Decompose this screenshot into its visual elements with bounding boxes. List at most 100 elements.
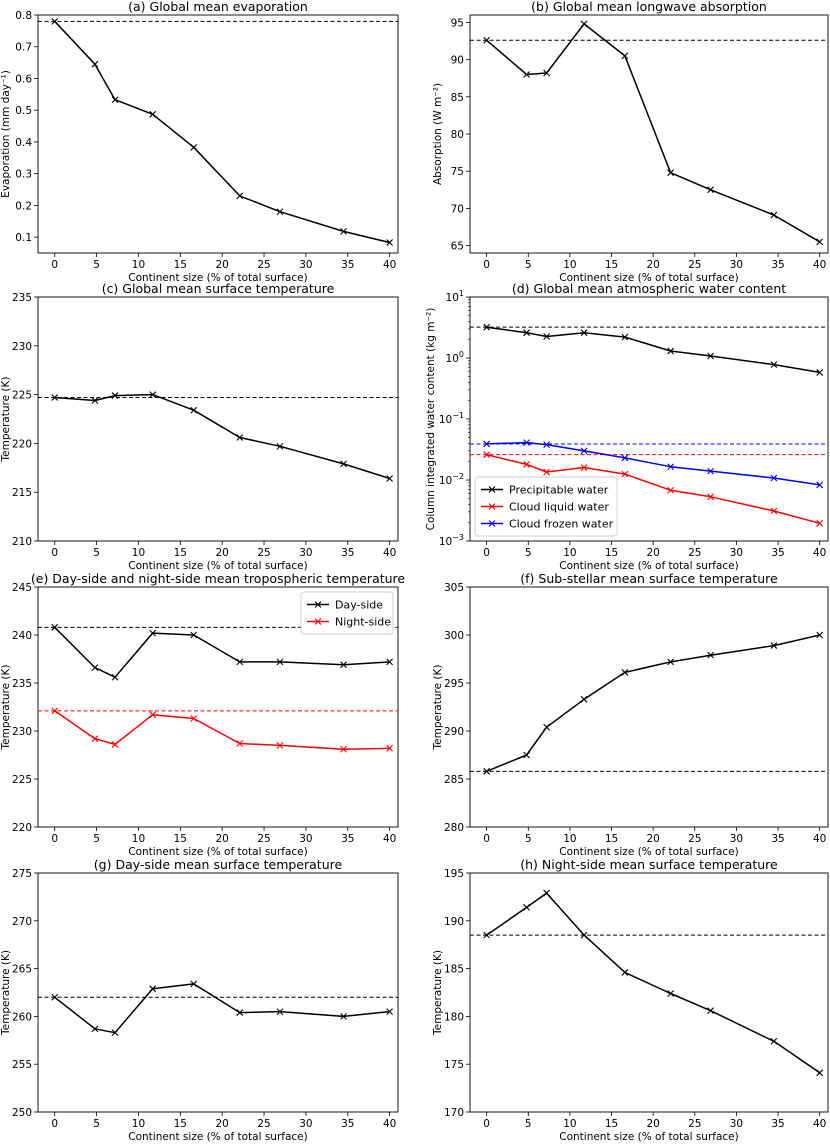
y-tick-label: 285: [444, 774, 464, 786]
data-point-marker: [111, 673, 119, 681]
data-point-marker: [236, 740, 244, 747]
series-line: [486, 892, 821, 1074]
data-point-marker: [111, 392, 119, 399]
x-tick-label: 0: [51, 547, 58, 559]
y-tick-label: 270: [12, 916, 32, 928]
x-tick-label: 15: [174, 547, 187, 559]
x-tick-label: 20: [646, 1118, 659, 1130]
data-point-marker: [483, 36, 491, 44]
data-point-marker: [770, 1037, 778, 1045]
x-tick-label: 10: [132, 547, 145, 559]
data-point-marker: [621, 669, 629, 676]
x-tick-label: 40: [383, 547, 396, 559]
data-point-marker: [340, 1013, 347, 1020]
x-tick-label: 0: [51, 833, 58, 845]
x-tick-label: 40: [383, 833, 396, 845]
x-tick-label: 15: [605, 547, 618, 559]
panel-f: 0 5 10 15 20 25 30 35 40 280 285 290 295 300 305 (f) Su…: [432, 571, 829, 858]
plot-frame: [37, 586, 399, 828]
x-tick-label: 10: [132, 833, 145, 845]
x-tick-label: 10: [563, 547, 576, 559]
data-point-marker: [149, 629, 157, 637]
y-tick-label: 305: [444, 582, 464, 594]
data-point-marker: [51, 623, 59, 631]
data-point-marker: [276, 658, 284, 666]
plot-frame: [469, 586, 829, 828]
legend-marker: [314, 618, 322, 625]
data-point-marker: [621, 454, 629, 462]
data-point-marker: [236, 1009, 244, 1016]
y-tick-label: 0.3: [15, 169, 32, 181]
data-point-marker: [149, 985, 157, 993]
series-line: [54, 710, 390, 750]
y-tick-label: 0.2: [15, 200, 32, 212]
data-point-marker: [621, 470, 629, 478]
data-point-marker: [149, 711, 157, 719]
data-point-marker: [483, 767, 491, 775]
y-tick-label: 95: [451, 17, 464, 29]
data-point-marker: [667, 990, 675, 997]
x-axis-label: Continent size (% of total surface): [559, 560, 738, 572]
data-point-marker: [51, 993, 59, 1001]
data-point-marker: [386, 744, 394, 752]
x-tick-label: 20: [215, 833, 228, 845]
x-tick-label: 20: [215, 1118, 228, 1130]
legend: Day-side Night-side: [300, 591, 394, 635]
data-point-marker: [483, 451, 491, 459]
data-point-marker: [580, 20, 588, 28]
x-axis-label: Continent size (% of total surface): [559, 1131, 738, 1143]
data-point-marker: [91, 60, 99, 68]
panel-g: 0 5 10 15 20 25 30 35 40 250 255 260 265 270 275 (g) Da…: [0, 857, 399, 1143]
legend-marker: [488, 503, 496, 510]
y-tick-label: 190: [444, 916, 464, 928]
legend: Precipitable water Cloud liquid water Clou…: [474, 476, 618, 537]
y-tick-label: 0.6: [15, 73, 32, 85]
x-tick-label: 5: [525, 1118, 532, 1130]
data-point-marker: [111, 96, 119, 104]
x-tick-label: 0: [483, 259, 490, 271]
x-tick-label: 5: [525, 259, 532, 271]
data-point-marker: [91, 1025, 99, 1033]
x-tick-label: 20: [215, 547, 228, 559]
y-tick-label: 235: [12, 292, 32, 304]
data-point-marker: [386, 475, 394, 482]
data-point-marker: [276, 1008, 284, 1016]
panel-title: (h) Night-side mean surface temperature: [520, 857, 778, 872]
x-tick-label: 30: [299, 547, 312, 559]
y-tick-label: 230: [12, 726, 32, 738]
y-tick-label: 101: [446, 289, 464, 304]
data-point-marker: [236, 192, 244, 200]
data-point-marker: [523, 751, 531, 759]
data-point-marker: [816, 1069, 824, 1077]
data-point-marker: [707, 651, 714, 659]
x-tick-label: 25: [257, 1118, 270, 1130]
y-tick-label: 0.8: [15, 10, 32, 22]
y-tick-label: 275: [12, 868, 32, 880]
data-point-marker: [816, 519, 824, 527]
data-point-marker: [707, 493, 714, 501]
y-tick-label: 225: [12, 774, 32, 786]
x-tick-label: 15: [174, 1118, 187, 1130]
x-axis-label: Continent size (% of total surface): [128, 272, 307, 284]
x-tick-label: 30: [730, 833, 743, 845]
x-tick-label: 20: [646, 259, 659, 271]
y-tick-label: 10−2: [439, 472, 464, 487]
y-axis-label: Absorption (W m⁻²): [432, 83, 444, 185]
data-point-marker: [816, 369, 824, 376]
data-point-marker: [621, 333, 629, 341]
data-point-marker: [276, 742, 284, 749]
y-tick-label: 80: [451, 129, 464, 141]
x-tick-label: 5: [93, 547, 100, 559]
x-tick-label: 10: [563, 259, 576, 271]
data-point-marker: [621, 52, 629, 60]
data-point-marker: [667, 347, 675, 355]
panel-title: (e) Day-side and night-side mean troposp…: [31, 571, 406, 586]
x-tick-label: 20: [646, 833, 659, 845]
x-tick-label: 35: [771, 833, 784, 845]
data-point-marker: [340, 228, 347, 235]
data-point-marker: [236, 434, 244, 441]
data-point-marker: [580, 931, 588, 939]
y-tick-label: 260: [12, 1011, 32, 1023]
data-point-marker: [667, 463, 675, 471]
